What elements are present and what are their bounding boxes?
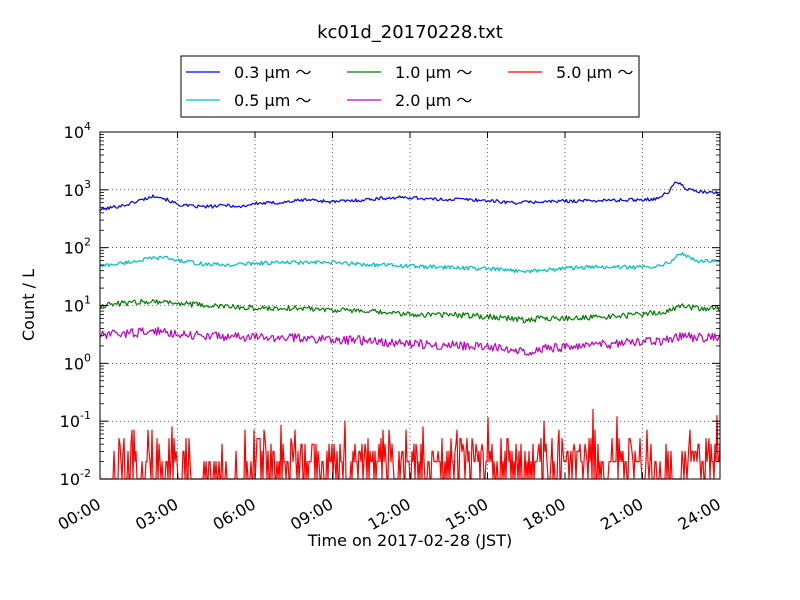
grid — [100, 132, 720, 479]
series-line — [99, 326, 721, 356]
y-tick-label: 10-1 — [60, 409, 91, 431]
legend-label: 5.0 μm ～ — [556, 63, 633, 82]
legend-frame — [180, 55, 640, 118]
y-axis-label: Count / L — [19, 269, 38, 341]
y-tick-label: 104 — [64, 120, 91, 142]
y-tick-label: 100 — [64, 351, 91, 373]
y-tick-label: 102 — [64, 236, 91, 258]
legend-label: 2.0 μm ～ — [395, 91, 472, 110]
y-tick-label: 10-2 — [60, 467, 91, 489]
legend: 0.3 μm ～ 0.5 μm ～ 1.0 μm ～ 2.0 μm ～ 5.0 μm ～ — [180, 55, 640, 118]
x-tick-label: 03:00 — [132, 494, 181, 534]
y-tick-label: 103 — [64, 178, 91, 200]
x-tick-label: 09:00 — [287, 494, 336, 534]
legend-label: 0.5 μm ～ — [234, 91, 311, 110]
x-axis-label: Time on 2017-02-28 (JST) — [307, 531, 512, 550]
legend-label: 0.3 μm ～ — [234, 63, 311, 82]
x-tick-label: 06:00 — [210, 494, 259, 534]
series-line — [99, 252, 721, 274]
x-tick-label: 12:00 — [365, 494, 414, 534]
series-layer — [99, 181, 721, 480]
x-tick-label: 00:00 — [55, 494, 104, 534]
x-tick-label: 21:00 — [597, 494, 646, 534]
series-line — [99, 181, 721, 212]
x-tick-label: 18:00 — [520, 494, 569, 534]
legend-label: 1.0 μm ～ — [395, 63, 472, 82]
y-tick-label: 101 — [64, 294, 91, 316]
x-tick-label: 24:00 — [675, 494, 724, 534]
series-line — [99, 298, 721, 324]
chart-title: kc01d_20170228.txt — [317, 22, 503, 43]
x-tick-label: 15:00 — [442, 494, 491, 534]
